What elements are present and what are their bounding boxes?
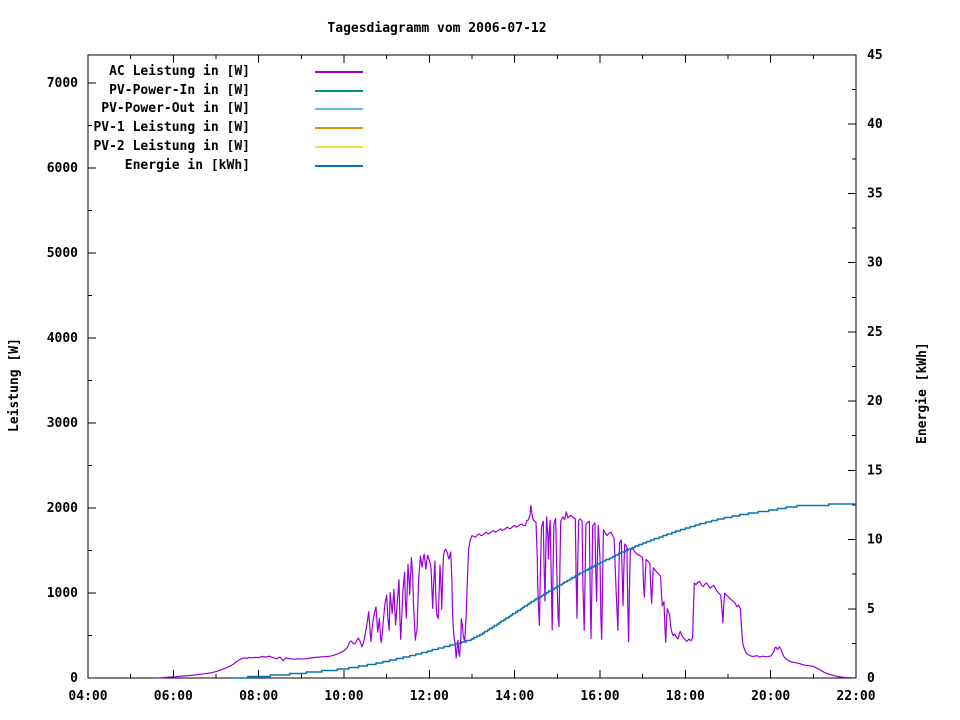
chart-title: Tagesdiagramm vom 2006-07-12	[327, 21, 547, 36]
y-left-tick-label: 0	[70, 671, 78, 686]
y-left-tick-label: 6000	[47, 161, 78, 176]
y-right-tick-label: 10	[867, 533, 883, 548]
series-line-ac_power	[156, 504, 856, 679]
series-line-energy	[233, 503, 856, 679]
y-right-tick-label: 15	[867, 463, 883, 478]
axis-ticks	[87, 54, 857, 679]
y-right-tick-label: 25	[867, 325, 883, 340]
y-right-tick-label: 45	[867, 48, 883, 63]
y-right-tick-label: 30	[867, 256, 883, 271]
plot-border	[87, 54, 857, 679]
x-tick-label: 16:00	[580, 689, 619, 704]
y-right-tick-label: 0	[867, 671, 875, 686]
x-tick-label: 14:00	[495, 689, 534, 704]
y-left-tick-label: 5000	[47, 246, 78, 261]
y-right-tick-label: 5	[867, 602, 875, 617]
x-tick-label: 22:00	[836, 689, 875, 704]
y-left-tick-label: 2000	[47, 501, 78, 516]
y-right-tick-label: 35	[867, 186, 883, 201]
x-tick-label: 04:00	[68, 689, 107, 704]
y-left-tick-label: 7000	[47, 76, 78, 91]
y-right-tick-label: 40	[867, 117, 883, 132]
x-tick-label: 18:00	[666, 689, 705, 704]
y-left-tick-label: 1000	[47, 586, 78, 601]
y-left-tick-label: 4000	[47, 331, 78, 346]
y-left-tick-label: 3000	[47, 416, 78, 431]
x-tick-label: 12:00	[410, 689, 449, 704]
x-tick-label: 20:00	[751, 689, 790, 704]
x-tick-label: 06:00	[154, 689, 193, 704]
x-tick-label: 08:00	[239, 689, 278, 704]
x-tick-label: 10:00	[324, 689, 363, 704]
y-right-tick-label: 20	[867, 394, 883, 409]
